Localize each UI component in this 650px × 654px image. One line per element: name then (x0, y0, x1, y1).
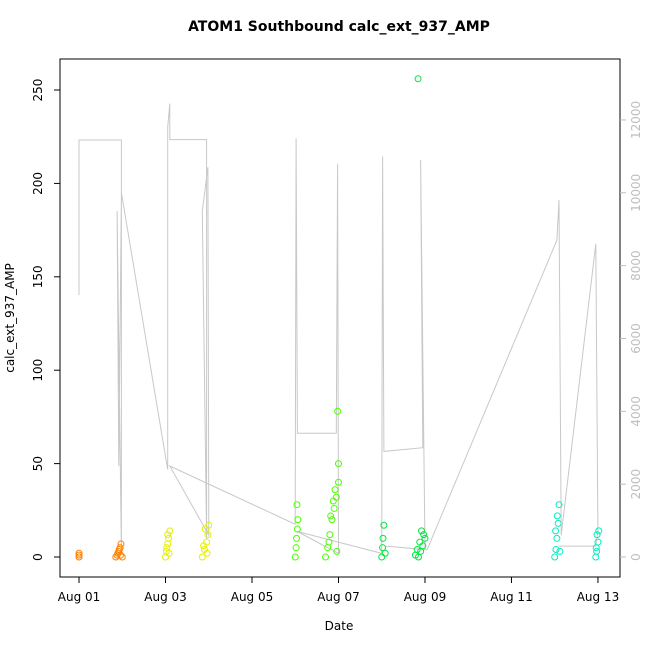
x-axis-label: Date (325, 619, 354, 633)
y2-tick-label: 4000 (629, 396, 643, 427)
point (165, 549, 173, 557)
point (117, 551, 125, 559)
point (329, 497, 337, 505)
point (331, 486, 339, 494)
point (165, 534, 173, 542)
point (294, 516, 302, 524)
point (593, 547, 601, 555)
point (334, 460, 342, 468)
point (75, 551, 83, 559)
point (334, 478, 342, 486)
y2-tick-label: 6000 (629, 323, 643, 354)
point (380, 521, 388, 529)
point (333, 547, 341, 555)
point (418, 527, 426, 535)
point (204, 531, 212, 539)
line-series (78, 103, 599, 555)
point (555, 501, 563, 509)
point (322, 553, 330, 561)
point (592, 544, 600, 552)
point (416, 538, 424, 546)
y-tick-label: 150 (31, 265, 45, 288)
point (594, 538, 602, 546)
point (291, 553, 299, 561)
point (593, 531, 601, 539)
point (554, 519, 562, 527)
point (163, 544, 171, 552)
point (292, 544, 300, 552)
point (414, 75, 422, 83)
point (162, 553, 170, 561)
y2-tick-label: 2000 (629, 469, 643, 500)
point (411, 551, 419, 559)
y2-tick-label: 10000 (629, 174, 643, 212)
point (205, 521, 213, 529)
point (293, 534, 301, 542)
x-tick-label: Aug 05 (231, 590, 274, 604)
x-tick-label: Aug 03 (144, 590, 187, 604)
point (200, 542, 208, 550)
point (379, 534, 387, 542)
point (330, 504, 338, 512)
y-tick-label: 50 (31, 456, 45, 471)
point (293, 525, 301, 533)
point (592, 553, 600, 561)
point (334, 407, 342, 415)
point (164, 531, 172, 539)
point (381, 549, 389, 557)
point (201, 525, 209, 533)
x-tick-label: Aug 11 (490, 590, 533, 604)
plot-frame (59, 58, 621, 578)
point (595, 527, 603, 535)
x-tick-label: Aug 09 (404, 590, 447, 604)
point (420, 531, 428, 539)
x-tick-label: Aug 01 (58, 590, 101, 604)
point (556, 547, 564, 555)
point (118, 553, 126, 561)
y-tick-label: 100 (31, 359, 45, 382)
x-tick-label: Aug 13 (577, 590, 620, 604)
point (326, 531, 334, 539)
y2-tick-label: 0 (629, 553, 643, 561)
point (328, 516, 336, 524)
y-tick-label: 0 (31, 553, 45, 561)
chart-title: ATOM1 Southbound calc_ext_937_AMP (188, 19, 490, 35)
point (327, 512, 335, 520)
point (552, 546, 560, 554)
y2-tick-label: 12000 (629, 101, 643, 139)
point (421, 534, 429, 542)
x-tick-label: Aug 07 (317, 590, 360, 604)
point (553, 512, 561, 520)
point (378, 553, 386, 561)
point (325, 538, 333, 546)
point (293, 501, 301, 509)
point (166, 527, 174, 535)
point (553, 534, 561, 542)
y-axis-label: calc_ext_937_AMP (3, 263, 17, 373)
point (198, 553, 206, 561)
point (551, 553, 559, 561)
point (75, 553, 83, 561)
point (203, 549, 211, 557)
point (379, 544, 387, 552)
y2-tick-label: 8000 (629, 250, 643, 281)
point (75, 549, 83, 557)
point (552, 527, 560, 535)
y-tick-label: 250 (31, 79, 45, 102)
y-tick-label: 200 (31, 172, 45, 195)
